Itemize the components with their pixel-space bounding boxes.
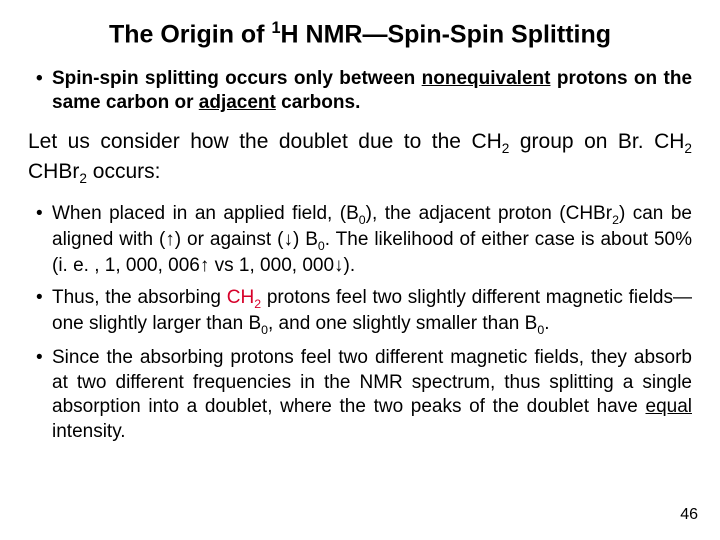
- b21-s1: 0: [359, 213, 366, 227]
- arrow-up-icon-2: ↑: [200, 255, 210, 276]
- b22-red: CH2: [227, 287, 261, 308]
- arrow-down-icon: ↓: [283, 229, 293, 250]
- b1-u2: adjacent: [199, 92, 276, 113]
- b21-t4: ) or against (: [175, 229, 284, 250]
- b22-t1: Thus, the absorbing: [52, 287, 227, 308]
- title-pre: The Origin of: [109, 20, 272, 48]
- arrow-down-icon-2: ↓: [334, 255, 344, 276]
- bullet-list-1: Spin-spin splitting occurs only between …: [28, 67, 692, 116]
- mp-s2: 2: [684, 141, 692, 156]
- b1-post: carbons.: [276, 92, 360, 113]
- bullet-2-1: When placed in an applied field, (B0), t…: [36, 202, 692, 278]
- b21-s2: 2: [612, 213, 619, 227]
- b23-t1: Since the absorbing protons feel two dif…: [52, 347, 692, 417]
- b21-s3: 0: [318, 238, 325, 252]
- bullet-list-2: When placed in an applied field, (B0), t…: [28, 202, 692, 445]
- b23-u1: equal: [646, 396, 693, 417]
- b21-t1: When placed in an applied field, (B: [52, 203, 359, 224]
- bullet-1: Spin-spin splitting occurs only between …: [36, 67, 692, 116]
- mp-t2: group on Br. CH: [509, 130, 684, 153]
- b23-t2: intensity.: [52, 421, 126, 442]
- b1-u1: nonequivalent: [422, 68, 551, 89]
- b21-t8: ).: [344, 255, 356, 276]
- slide: The Origin of 1H NMR—Spin-Spin Splitting…: [0, 0, 720, 540]
- b21-t2: ), the adjacent proton (CHBr: [366, 203, 612, 224]
- title-post: H NMR—Spin-Spin Splitting: [281, 20, 612, 48]
- b22-redA: CH: [227, 287, 254, 308]
- mid-paragraph: Let us consider how the doublet due to t…: [28, 128, 692, 188]
- arrow-up-icon: ↑: [165, 229, 175, 250]
- mp-t3: CHBr: [28, 160, 79, 183]
- mp-s3: 2: [79, 171, 87, 186]
- b21-t5: ) B: [293, 229, 318, 250]
- title-sup: 1: [271, 19, 280, 37]
- b1-pre: Spin-spin splitting occurs only between: [52, 68, 422, 89]
- mp-t1: Let us consider how the doublet due to t…: [28, 130, 502, 153]
- bullet-2-2: Thus, the absorbing CH2 protons feel two…: [36, 286, 692, 338]
- mp-t4: occurs:: [87, 160, 161, 183]
- page-number: 46: [680, 506, 698, 524]
- bullet-2-3: Since the absorbing protons feel two dif…: [36, 346, 692, 445]
- b22-t3: , and one slightly smaller than B: [268, 313, 537, 334]
- b22-s1: 0: [261, 323, 268, 337]
- b22-t4: .: [544, 313, 549, 334]
- page-title: The Origin of 1H NMR—Spin-Spin Splitting: [28, 18, 692, 51]
- b21-t7: vs 1, 000, 000: [209, 255, 334, 276]
